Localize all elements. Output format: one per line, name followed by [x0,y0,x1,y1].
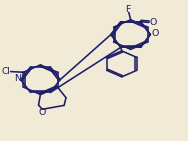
Text: Cl: Cl [2,67,11,76]
Text: O: O [152,29,159,38]
Text: F: F [126,5,131,14]
Text: O: O [149,18,157,27]
Text: O: O [39,108,46,117]
Text: N: N [14,74,21,83]
